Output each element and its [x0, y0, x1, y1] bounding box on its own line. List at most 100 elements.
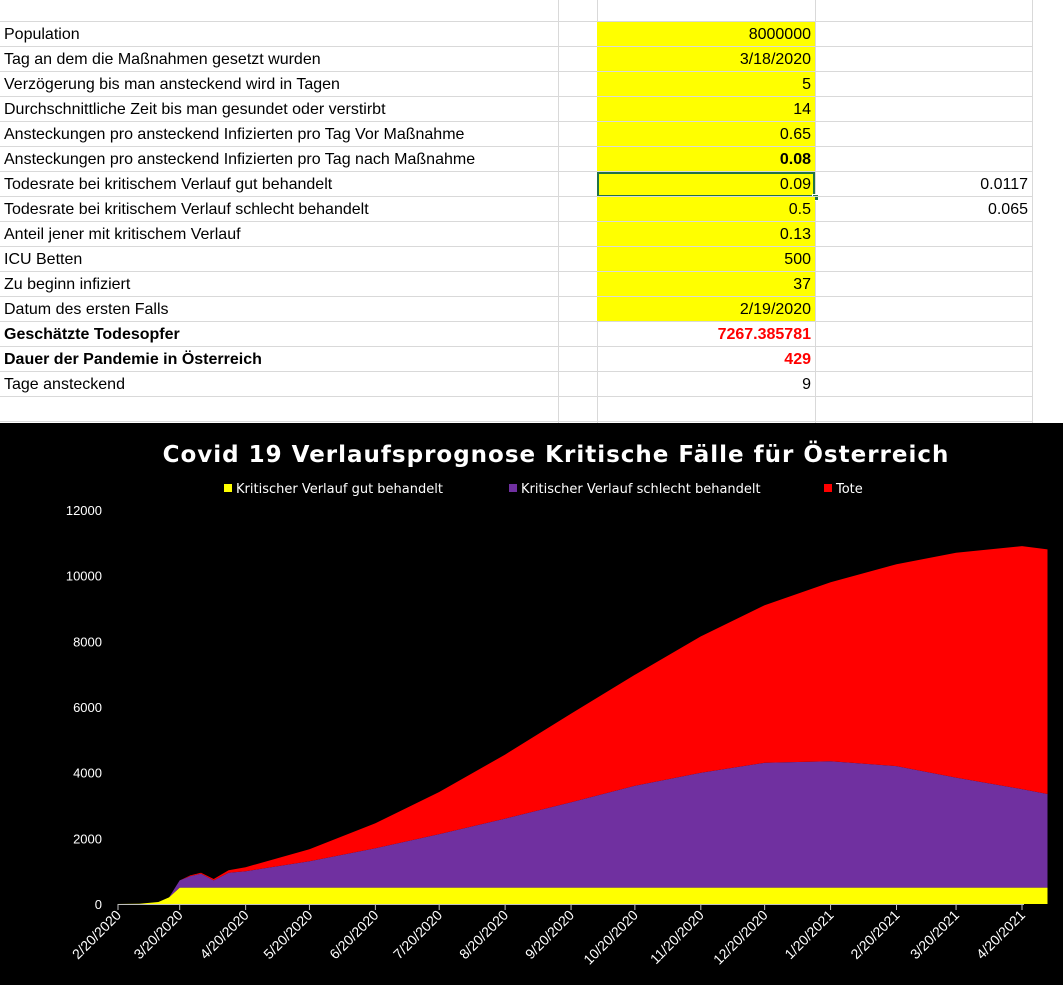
- value-cell[interactable]: 2/19/2020: [597, 297, 815, 322]
- chart-legend: Kritischer Verlauf gut behandelt Kritisch…: [224, 482, 863, 497]
- x-tick-label: 9/20/2020: [522, 907, 578, 963]
- row-gridline: [0, 246, 1032, 247]
- row-gridline: [0, 396, 1032, 397]
- row-label-cell[interactable]: Tag an dem die Maßnahmen gesetzt wurden: [4, 51, 321, 68]
- y-tick-label: 2000: [73, 831, 102, 846]
- legend-dead-label: Tote: [835, 482, 863, 497]
- legend-good-label: Kritischer Verlauf gut behandelt: [236, 482, 443, 497]
- x-tick-label: 11/20/2020: [647, 907, 707, 967]
- row-label-cell[interactable]: Zu beginn infiziert: [4, 276, 131, 293]
- y-tick-label: 12000: [66, 503, 102, 518]
- row-label-cell[interactable]: Population: [4, 26, 80, 43]
- x-tick-label: 2/20/2021: [847, 907, 903, 963]
- row-label-cell[interactable]: Verzögerung bis man ansteckend wird in T…: [4, 76, 340, 93]
- legend-dead-swatch: [824, 484, 832, 492]
- legend-good-swatch: [224, 484, 232, 492]
- series-good-area: [115, 887, 1048, 904]
- chart-title: Covid 19 Verlaufsprognose Kritische Fäll…: [163, 440, 950, 468]
- y-tick-label: 8000: [73, 634, 102, 649]
- sheet-row: Population 8000000: [0, 22, 1063, 47]
- row-label-cell[interactable]: Todesrate bei kritischem Verlauf gut beh…: [4, 176, 333, 193]
- row-gridline: [0, 121, 1032, 122]
- row-gridline: [0, 271, 1032, 272]
- column-gridline: [558, 0, 559, 423]
- row-gridline: [0, 46, 1032, 47]
- x-tick-label: 1/20/2021: [781, 907, 837, 963]
- row-label-cell[interactable]: Ansteckungen pro ansteckend Infizierten …: [4, 126, 465, 143]
- y-axis: 0 2000 4000 6000 8000 10000 12000: [66, 503, 102, 912]
- row-gridline: [0, 21, 1032, 22]
- value-cell[interactable]: 5: [597, 72, 815, 97]
- y-tick-label: 0: [95, 897, 102, 912]
- x-tick-label: 6/20/2020: [326, 907, 382, 963]
- x-tick-label: 7/20/2020: [390, 907, 446, 963]
- value-cell[interactable]: 429: [784, 351, 811, 368]
- row-label-cell[interactable]: Anteil jener mit kritischem Verlauf: [4, 226, 241, 243]
- selected-value-cell[interactable]: 0.09: [597, 172, 815, 197]
- sheet-row: Ansteckungen pro ansteckend Infizierten …: [0, 122, 1063, 147]
- value-cell[interactable]: 3/18/2020: [597, 47, 815, 72]
- row-label-cell[interactable]: ICU Betten: [4, 251, 83, 268]
- sheet-row: ICU Betten 500: [0, 247, 1063, 272]
- row-label-cell[interactable]: Geschätzte Todesopfer: [4, 326, 180, 343]
- row-gridline: [0, 371, 1032, 372]
- spreadsheet: Population 8000000 Tag an dem die Maßnahme…: [0, 0, 1063, 423]
- y-tick-label: 6000: [73, 700, 102, 715]
- sheet-row: Todesrate bei kritischem Verlauf schlech…: [0, 197, 1063, 222]
- chart-area[interactable]: Covid 19 Verlaufsprognose Kritische Fäll…: [0, 423, 1063, 985]
- row-gridline: [0, 221, 1032, 222]
- series-dead-area: [115, 546, 1048, 904]
- sheet-row: Todesrate bei kritischem Verlauf gut beh…: [0, 172, 1063, 201]
- area-chart: Covid 19 Verlaufsprognose Kritische Fäll…: [66, 440, 1048, 968]
- derived-value-cell[interactable]: 0.065: [987, 201, 1028, 218]
- row-label-cell[interactable]: Durchschnittliche Zeit bis man gesundet …: [4, 101, 386, 118]
- row-gridline: [0, 146, 1032, 147]
- x-tick-label: 4/20/2020: [196, 907, 252, 963]
- derived-value-cell[interactable]: 0.0117: [980, 176, 1028, 193]
- row-gridline: [0, 96, 1032, 97]
- value-cell[interactable]: 0.13: [597, 222, 815, 247]
- sheet-row: Tag an dem die Maßnahmen gesetzt wurden 3…: [0, 47, 1063, 72]
- x-tick-label: 3/20/2021: [907, 907, 963, 963]
- value-cell[interactable]: 7267.385781: [717, 326, 811, 343]
- row-label-cell[interactable]: Datum des ersten Falls: [4, 301, 169, 318]
- x-tick-label: 4/20/2021: [973, 907, 1029, 963]
- sheet-row: Anteil jener mit kritischem Verlauf 0.13: [0, 222, 1063, 247]
- sheet-row: Tage ansteckend 9: [0, 372, 1063, 397]
- sheet-row: Ansteckungen pro ansteckend Infizierten …: [0, 147, 1063, 172]
- sheet-row: Verzögerung bis man ansteckend wird in T…: [0, 72, 1063, 97]
- row-gridline: [0, 196, 1032, 197]
- legend-bad-label: Kritischer Verlauf schlecht behandelt: [521, 482, 761, 497]
- plot-area: [115, 546, 1048, 904]
- row-gridline: [0, 296, 1032, 297]
- sheet-row: Durchschnittliche Zeit bis man gesundet …: [0, 97, 1063, 122]
- value-cell[interactable]: 9: [802, 376, 811, 393]
- value-cell[interactable]: 14: [597, 97, 815, 122]
- row-gridline: [0, 421, 1032, 422]
- x-tick-label: 5/20/2020: [260, 907, 316, 963]
- row-gridline: [0, 321, 1032, 322]
- value-cell[interactable]: 0.08: [597, 147, 815, 172]
- row-gridline: [0, 171, 1032, 172]
- y-tick-label: 10000: [66, 569, 102, 584]
- x-tick-label: 10/20/2020: [580, 907, 641, 968]
- value-cell[interactable]: 0.5: [597, 197, 815, 222]
- column-gridline: [1032, 0, 1033, 423]
- x-axis: 2/20/2020 3/20/2020 4/20/2020 5/20/2020 6/20…: [69, 904, 1029, 968]
- value-cell[interactable]: 8000000: [597, 22, 815, 47]
- x-tick-label: 3/20/2020: [130, 907, 186, 963]
- y-tick-label: 4000: [73, 766, 102, 781]
- value-cell[interactable]: 0.65: [597, 122, 815, 147]
- sheet-row: Geschätzte Todesopfer 7267.385781: [0, 322, 1063, 347]
- row-label-cell[interactable]: Tage ansteckend: [4, 376, 125, 393]
- value-cell[interactable]: 500: [597, 247, 815, 272]
- value-cell[interactable]: 37: [597, 272, 815, 297]
- x-tick-label: 8/20/2020: [456, 907, 512, 963]
- row-label-cell[interactable]: Ansteckungen pro ansteckend Infizierten …: [4, 151, 476, 168]
- legend-bad-swatch: [509, 484, 517, 492]
- sheet-row: Zu beginn infiziert 37: [0, 272, 1063, 297]
- row-label-cell[interactable]: Todesrate bei kritischem Verlauf schlech…: [4, 201, 369, 218]
- row-label-cell[interactable]: Dauer der Pandemie in Österreich: [4, 351, 262, 368]
- x-tick-label: 2/20/2020: [69, 907, 125, 963]
- row-gridline: [0, 346, 1032, 347]
